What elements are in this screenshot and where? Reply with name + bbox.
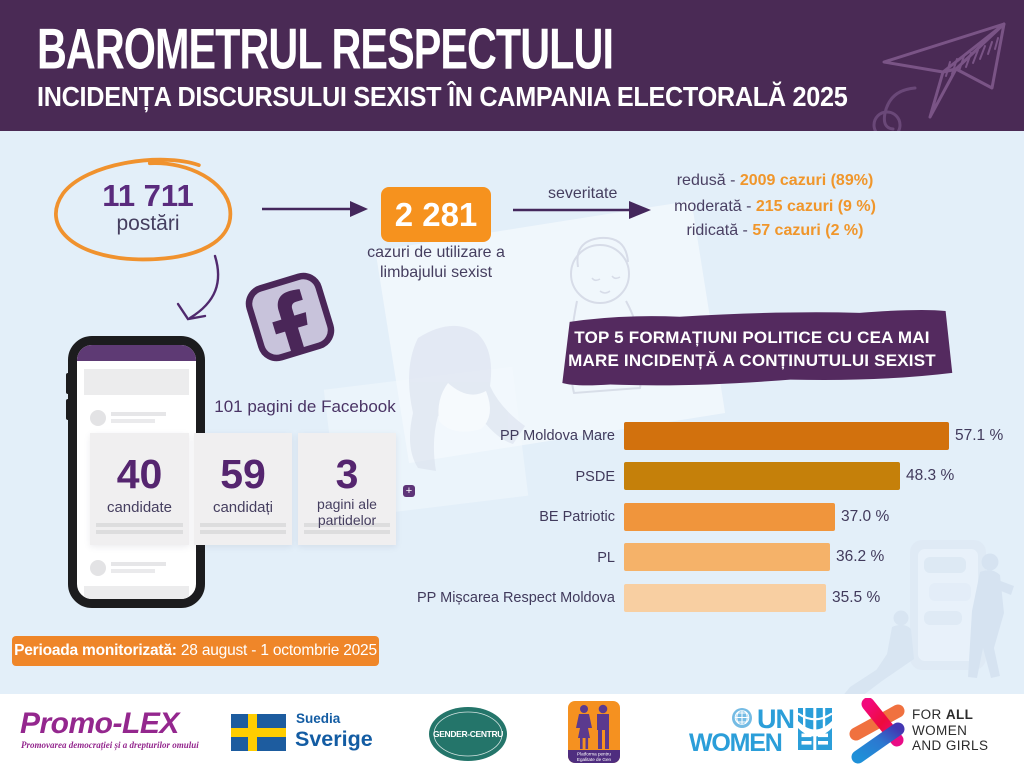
- svg-text:WOMEN: WOMEN: [689, 729, 782, 754]
- svg-text:Egalitate de Gen: Egalitate de Gen: [577, 757, 612, 762]
- svg-text:Platforma pentru: Platforma pentru: [577, 752, 611, 757]
- svg-text:UN: UN: [757, 704, 794, 734]
